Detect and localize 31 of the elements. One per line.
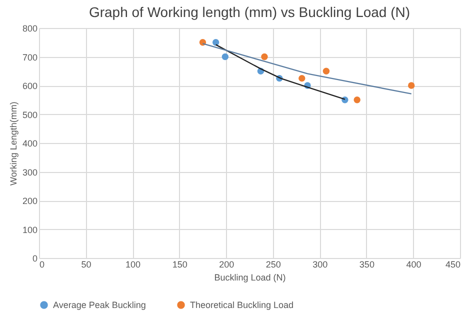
point [354, 96, 360, 104]
x-tick-label: 300 [312, 260, 328, 270]
x-tick-label: 400 [406, 260, 422, 270]
y-tick-label: 100 [22, 224, 38, 235]
y-tick-label: 300 [22, 167, 38, 178]
point [199, 39, 206, 46]
y-tick-label: 200 [22, 196, 38, 206]
y-tick-label: 500 [22, 110, 38, 120]
point [261, 53, 268, 60]
y-tick-label: 800 [22, 24, 38, 34]
point [322, 68, 330, 74]
x-tick-label: 100 [126, 260, 141, 270]
point [298, 74, 306, 82]
x-tick-label: 0 [40, 260, 45, 270]
point [222, 53, 229, 60]
x-tick-label: 250 [266, 260, 281, 270]
y-tick-label: 400 [22, 138, 38, 148]
y-tick-label: 700 [22, 52, 38, 62]
x-tick-label: 350 [359, 260, 374, 270]
legend-label: Theoretical Buckling Load [190, 300, 294, 310]
y-axis-title: Working Length(mm) [8, 102, 18, 186]
point [212, 39, 220, 46]
point [408, 82, 415, 89]
y-tick-label: 600 [22, 81, 38, 91]
x-tick-label: 150 [172, 260, 188, 270]
x-axis-title: Buckling Load (N) [214, 272, 286, 282]
legend-label: Average Peak Buckling [53, 300, 146, 310]
x-tick-label: 200 [219, 260, 234, 270]
x-tick-label: 50 [81, 260, 92, 270]
chart-title: Graph of Working length (mm) vs Buckling Load (N) [88, 4, 410, 20]
x-tick-label: 450 [445, 260, 460, 270]
